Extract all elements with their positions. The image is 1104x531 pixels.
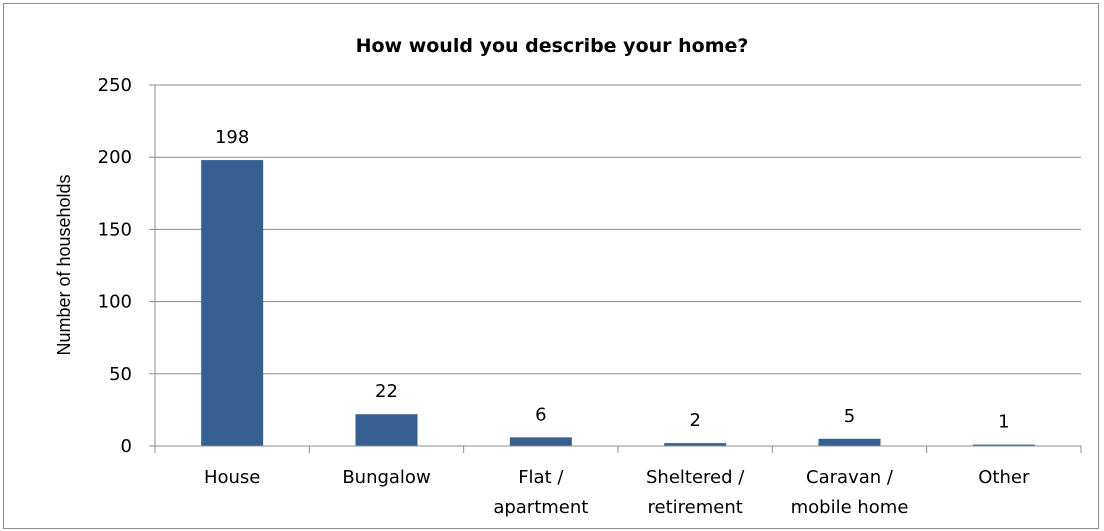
y-tick-label: 50 [109, 364, 132, 385]
data-label: 6 [535, 404, 546, 425]
bar [664, 443, 727, 446]
data-label: 1 [998, 412, 1009, 433]
bar [509, 437, 572, 446]
data-label: 22 [375, 381, 398, 402]
bar [818, 438, 881, 446]
x-tick-label: Flat / [518, 467, 564, 488]
x-tick-label: apartment [493, 497, 588, 518]
y-tick-label: 150 [98, 219, 132, 240]
bar [972, 444, 1035, 446]
x-tick-label: Sheltered / [646, 467, 745, 488]
y-tick-label: 200 [98, 147, 132, 168]
x-tick-label: House [204, 467, 260, 488]
x-tick-label: Bungalow [342, 467, 430, 488]
x-tick-label: retirement [648, 497, 743, 518]
y-tick-label: 0 [121, 436, 132, 457]
y-tick-label: 100 [98, 292, 132, 313]
data-label: 5 [844, 406, 855, 427]
bar [201, 160, 264, 446]
bar [355, 414, 418, 446]
x-tick-label: Other [978, 467, 1030, 488]
chart-title: How would you describe your home? [356, 35, 749, 57]
data-label: 2 [689, 410, 700, 431]
x-tick-label: Caravan / [806, 467, 894, 488]
y-axis-label: Number of households [54, 174, 74, 355]
x-tick-label: mobile home [791, 497, 909, 518]
y-tick-label: 250 [98, 75, 132, 96]
data-label: 198 [215, 127, 249, 148]
